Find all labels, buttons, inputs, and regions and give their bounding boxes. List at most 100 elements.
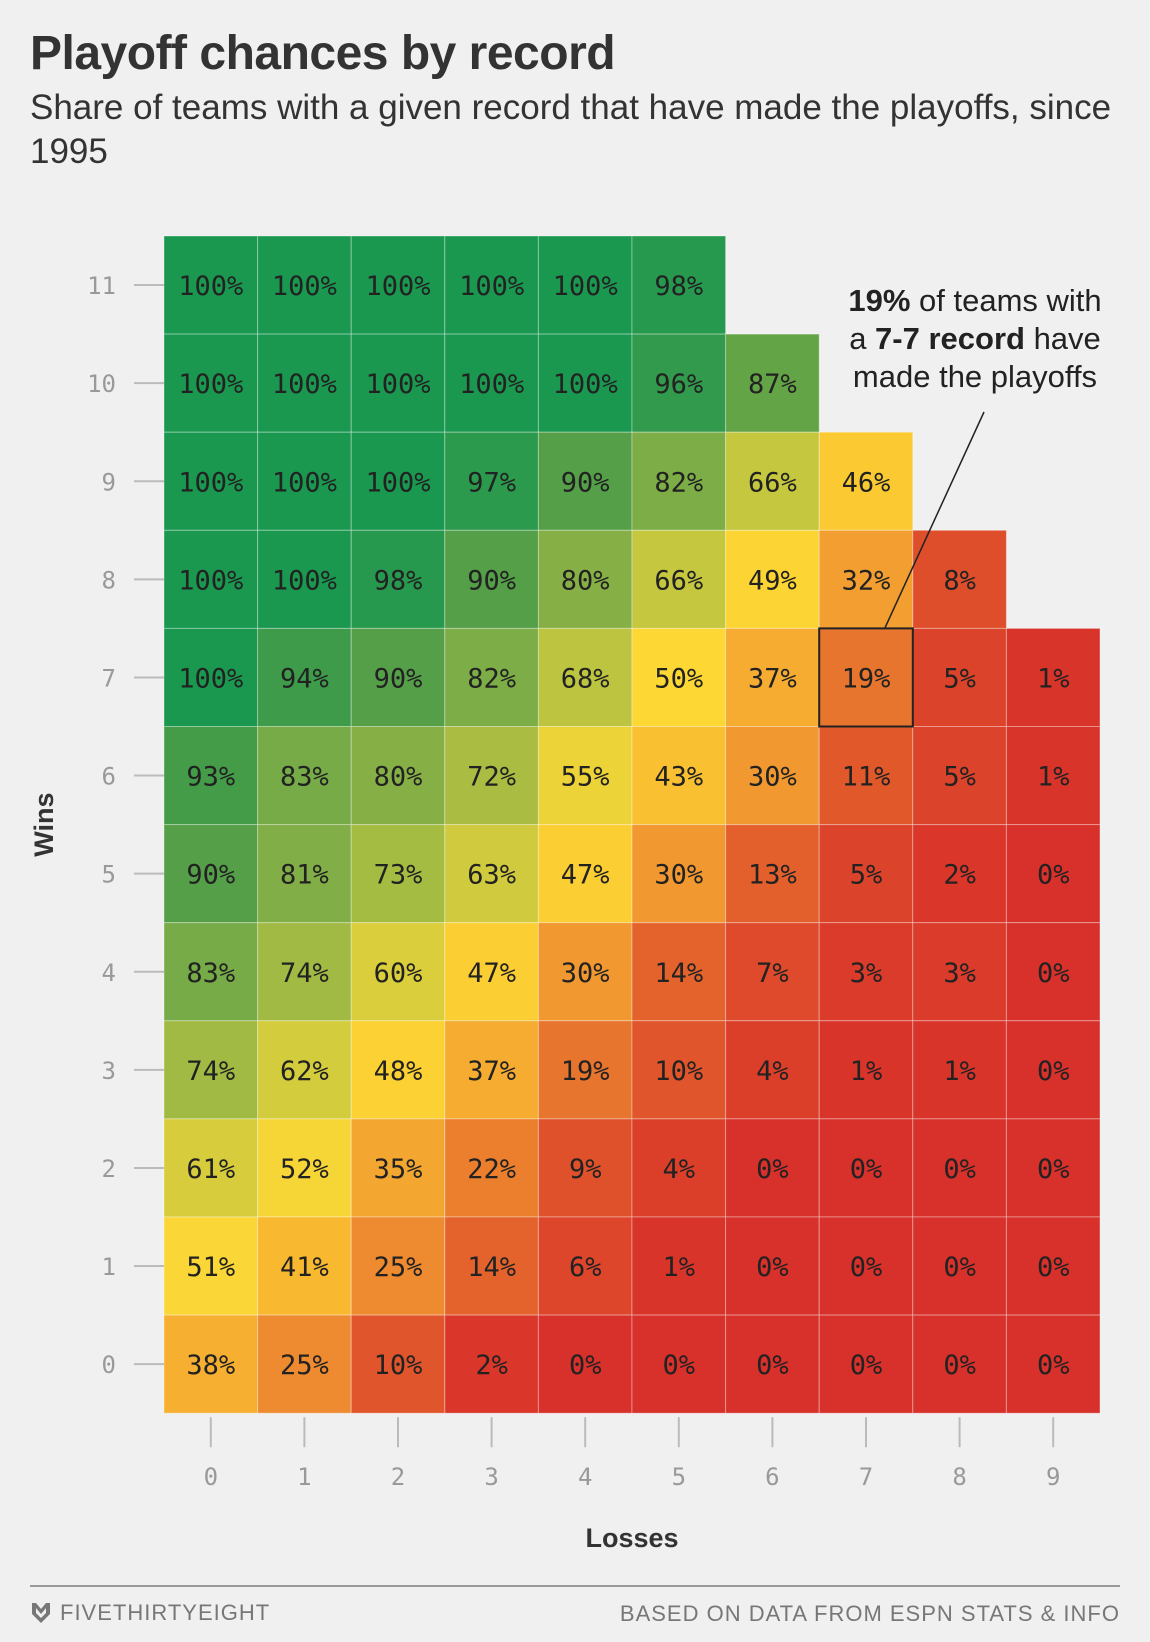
heatmap-cell <box>444 1020 539 1120</box>
cell-value-label: 4% <box>756 1056 789 1087</box>
cell-value-label: 97% <box>467 467 516 498</box>
x-axis-title: Losses <box>585 1523 678 1553</box>
cell-value-label: 10% <box>654 1056 703 1087</box>
heatmap-cell <box>537 1118 633 1218</box>
heatmap-cell <box>631 1216 727 1316</box>
heatmap-cell <box>257 431 352 531</box>
cell-value-label: 90% <box>561 467 610 498</box>
page-subtitle: Share of teams with a given record that … <box>30 88 1112 171</box>
cell-value-label: 35% <box>374 1154 423 1185</box>
heatmap-cell <box>818 1314 914 1414</box>
cell-value-label: 46% <box>842 467 891 498</box>
cell-value-label: 100% <box>365 369 430 400</box>
cell-value-label: 100% <box>272 467 337 498</box>
heatmap-cell <box>163 1020 259 1120</box>
heatmap-cell <box>444 627 539 728</box>
cell-value-label: 90% <box>467 565 516 596</box>
heatmap-cell <box>912 1314 1007 1414</box>
footer-brand: FIVETHIRTYEIGHT <box>30 1600 270 1626</box>
heatmap-cell <box>163 1118 259 1218</box>
cell-value-label: 74% <box>186 1056 235 1087</box>
cell-value-label: 7% <box>756 958 789 989</box>
cell-value-label: 0% <box>850 1154 883 1185</box>
heatmap-cell <box>912 1216 1007 1316</box>
cell-value-label: 11% <box>842 762 891 793</box>
y-tick-label: 1 <box>102 1253 116 1281</box>
x-tick-label: 8 <box>952 1463 966 1491</box>
cell-value-label: 38% <box>186 1350 235 1381</box>
heatmap-cell <box>537 627 633 728</box>
heatmap-cell <box>912 1118 1007 1218</box>
heatmap-cell <box>350 1216 446 1316</box>
y-axis-title: Wins <box>29 792 59 856</box>
cell-value-label: 0% <box>850 1350 883 1381</box>
heatmap-cell <box>444 529 539 629</box>
annotation-pct: 19% <box>848 283 911 318</box>
cell-value-label: 10% <box>374 1350 423 1381</box>
y-tick-label: 8 <box>102 566 116 594</box>
x-tick-label: 3 <box>484 1463 498 1491</box>
heatmap-cell <box>257 1216 352 1316</box>
cell-value-label: 100% <box>272 565 337 596</box>
heatmap-cell <box>444 1216 539 1316</box>
cell-value-label: 22% <box>467 1154 516 1185</box>
heatmap-cell <box>350 529 446 629</box>
y-tick-label: 9 <box>102 468 116 496</box>
heatmap-cell <box>444 922 539 1022</box>
heatmap-cell <box>257 333 352 433</box>
heatmap-cell <box>257 627 352 728</box>
cell-value-label: 37% <box>748 663 797 694</box>
heatmap-cell <box>163 1314 259 1414</box>
annotation-text-3: have <box>1024 321 1101 356</box>
heatmap-cell <box>537 333 633 433</box>
cell-value-label: 41% <box>280 1252 329 1283</box>
heatmap-cell <box>163 824 259 924</box>
cell-value-label: 0% <box>943 1252 976 1283</box>
heatmap-cell <box>818 824 914 924</box>
heatmap-cell <box>444 1314 539 1414</box>
cell-value-label: 43% <box>654 762 703 793</box>
cell-value-label: 49% <box>748 565 797 596</box>
x-tick-label: 9 <box>1046 1463 1060 1491</box>
heatmap-cell <box>444 431 539 531</box>
cell-value-label: 98% <box>654 271 703 302</box>
cell-value-label: 80% <box>374 762 423 793</box>
cell-value-label: 0% <box>1037 958 1070 989</box>
cell-value-label: 72% <box>467 762 516 793</box>
cell-value-label: 0% <box>1037 1252 1070 1283</box>
heatmap-cell <box>350 922 446 1022</box>
heatmap-cell <box>725 922 820 1022</box>
heatmap-cell <box>444 1118 539 1218</box>
cell-value-label: 3% <box>943 958 976 989</box>
heatmap-cell <box>257 1020 352 1120</box>
cell-value-label: 25% <box>374 1252 423 1283</box>
heatmap-cell <box>631 1314 727 1414</box>
heatmap-cell <box>350 431 446 531</box>
annotation-leader-line <box>884 411 985 629</box>
heatmap-cell <box>725 333 820 433</box>
heatmap-cell <box>257 529 352 629</box>
cell-value-label: 0% <box>1037 1350 1070 1381</box>
cell-value-label: 100% <box>459 369 524 400</box>
heatmap-cell <box>725 1314 820 1414</box>
heatmap-cell <box>537 1020 633 1120</box>
cell-value-label: 100% <box>365 271 430 302</box>
cell-value-label: 61% <box>186 1154 235 1185</box>
heatmap-cell <box>912 726 1007 826</box>
heatmap-cell <box>444 333 539 433</box>
y-tick-label: 0 <box>102 1351 116 1379</box>
x-tick-label: 4 <box>578 1463 592 1491</box>
cell-value-label: 52% <box>280 1154 329 1185</box>
cell-value-label: 81% <box>280 860 329 891</box>
cell-value-label: 93% <box>186 762 235 793</box>
heatmap-cell <box>257 824 352 924</box>
heatmap-cell <box>631 824 727 924</box>
y-tick-label: 5 <box>102 861 116 889</box>
cell-value-label: 74% <box>280 958 329 989</box>
cell-value-label: 0% <box>756 1154 789 1185</box>
cell-value-label: 100% <box>178 271 243 302</box>
cell-value-label: 82% <box>654 467 703 498</box>
y-tick-label: 7 <box>102 664 116 692</box>
heatmap-cell <box>537 431 633 531</box>
